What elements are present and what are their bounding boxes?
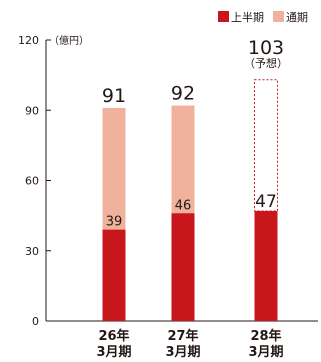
legend-label-1: 通期 [286,11,308,24]
y-tick-label-60: 60 [25,175,39,188]
first-half-value-0: 39 [106,215,123,230]
full-year-value-1: 92 [171,83,195,105]
category-label-2-line2: 3月期 [248,345,283,360]
first-half-bar-2 [254,210,278,321]
first-half-value-2: 47 [255,192,277,212]
unit-label: （億円） [49,34,89,47]
full-year-value-0: 91 [102,85,126,107]
first-half-bar-1 [171,213,195,321]
y-tick-label-0: 0 [32,315,39,328]
legend-swatch-1 [273,11,284,22]
category-label-0-line1: 26年 [98,328,129,344]
category-label-0-line2: 3月期 [96,345,131,360]
legend-swatch-0 [218,11,229,22]
y-tick-label-120: 120 [18,34,39,47]
forecast-note: （予想） [244,56,288,70]
category-label-2-line1: 28年 [250,328,281,344]
category-label-1-line2: 3月期 [165,345,200,360]
y-tick-label-30: 30 [25,245,39,258]
first-half-value-1: 46 [175,198,192,213]
full-year-value-2: 103 [248,37,284,59]
y-tick-label-90: 90 [25,104,39,117]
category-label-1-line1: 27年 [167,328,198,344]
first-half-bar-0 [102,229,126,321]
legend-label-0: 上半期 [231,10,264,24]
